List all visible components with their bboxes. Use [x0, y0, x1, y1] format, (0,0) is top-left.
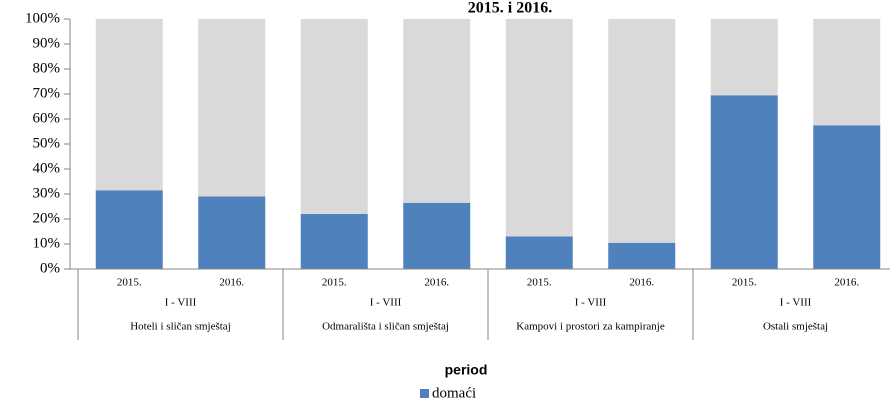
group-label: Hoteli i sličan smještaj [130, 321, 231, 333]
y-tick-label: 60% [33, 110, 61, 126]
period-label: I - VIII [370, 297, 402, 309]
x-tick-label: 2015. [527, 277, 552, 289]
bar-segment [300, 214, 368, 269]
period-label: I - VIII [575, 297, 607, 309]
bar-segment [95, 19, 163, 191]
x-tick-label: 2016. [834, 277, 859, 289]
group-label: Ostali smještaj [763, 321, 828, 333]
x-tick-label: 2016. [629, 277, 654, 289]
bar-segment [505, 236, 573, 269]
bar-segment [710, 19, 778, 96]
bar-segment [403, 202, 471, 269]
chart-title: 2015. i 2016. [468, 0, 552, 17]
y-tick-label: 20% [33, 210, 61, 226]
x-tick-label: 2015. [117, 277, 142, 289]
legend-title: period [445, 362, 488, 378]
bar-segment [198, 196, 266, 269]
x-tick-label: 2016. [219, 277, 244, 289]
y-tick-label: 70% [33, 85, 61, 101]
y-tick-label: 50% [33, 135, 61, 151]
bar-segment [608, 242, 676, 269]
x-tick-label: 2015. [322, 277, 347, 289]
bar-segment [300, 19, 368, 214]
bar-segment [505, 19, 573, 237]
group-label: Odmarališta i sličan smještaj [322, 321, 449, 333]
bar-segment [813, 19, 881, 126]
y-tick-label: 100% [25, 10, 60, 26]
x-tick-label: 2016. [424, 277, 449, 289]
bar-segment [608, 19, 676, 243]
period-label: I - VIII [165, 297, 197, 309]
bar-segment [403, 19, 471, 203]
bar-segment [710, 95, 778, 269]
legend-swatch [420, 389, 429, 398]
x-tick-label: 2015. [732, 277, 757, 289]
group-label: Kampovi i prostori za kampiranje [516, 321, 665, 333]
legend-label: domaći [432, 385, 476, 401]
y-tick-label: 40% [33, 160, 61, 176]
bar-segment [813, 125, 881, 269]
y-tick-label: 0% [40, 260, 60, 276]
y-tick-label: 30% [33, 185, 61, 201]
period-label: I - VIII [780, 297, 812, 309]
bar-segment [198, 19, 266, 197]
bar-segment [95, 190, 163, 269]
y-tick-label: 10% [33, 235, 61, 251]
y-tick-label: 90% [33, 35, 61, 51]
y-tick-label: 80% [33, 60, 61, 76]
